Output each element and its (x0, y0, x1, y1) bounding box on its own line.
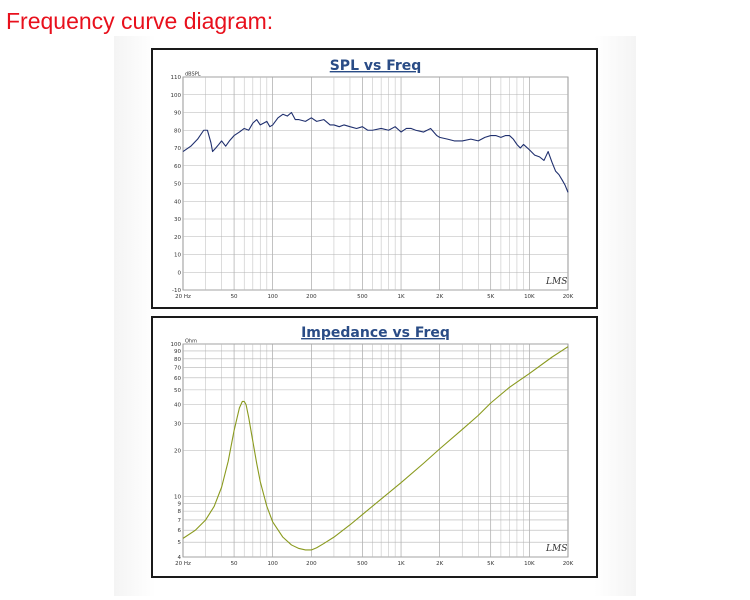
y-tick-label: 80 (174, 128, 181, 134)
y-tick-label: 40 (174, 403, 181, 409)
watermark: LMS (545, 277, 567, 287)
y-tick-label: 70 (174, 146, 181, 152)
y-tick-label: 40 (174, 199, 181, 205)
y-tick-label: 70 (174, 366, 181, 372)
y-tick-label: 60 (174, 376, 181, 382)
x-tick-label: 50 (231, 294, 238, 300)
series-line (182, 346, 569, 551)
x-tick-label: 100 (267, 294, 278, 300)
y-axis-unit: dBSPL (185, 72, 201, 78)
chart-title: SPL vs Freq (330, 58, 422, 74)
chart-1: 20 Hz 50 100 200 500 1K 2K 5K 10K 20K110100908070… (151, 48, 598, 309)
y-tick-label: 9 (178, 501, 182, 507)
y-tick-label: 6 (178, 528, 182, 534)
x-tick-label: 50 (231, 561, 238, 567)
y-tick-label: 8 (178, 509, 182, 515)
x-tick-label: 2K (436, 294, 443, 300)
x-tick-label: 10K (524, 294, 535, 300)
y-tick-label: 110 (171, 75, 182, 81)
y-tick-label: 7 (178, 518, 182, 524)
chart-title: Impedance vs Freq (301, 325, 450, 341)
x-tick-label: 10K (524, 561, 535, 567)
watermark: LMS (545, 544, 567, 554)
y-tick-label: 90 (174, 111, 181, 117)
x-tick-label: 500 (357, 561, 368, 567)
x-tick-label: 20K (563, 294, 574, 300)
y-tick-label: -10 (172, 288, 181, 294)
y-tick-label: 4 (178, 555, 182, 561)
y-tick-label: 30 (174, 217, 181, 223)
y-tick-label: 60 (174, 164, 181, 170)
x-tick-label: 200 (306, 561, 317, 567)
chart-2: 20 Hz 50 100 200 500 1K 2K 5K 10K 20K100908070605… (151, 316, 598, 578)
x-tick-label: 200 (306, 294, 317, 300)
page-caption: Frequency curve diagram: (6, 8, 274, 34)
x-tick-label: 5K (487, 294, 494, 300)
y-tick-label: 10 (174, 494, 181, 500)
x-tick-label: 20 Hz (175, 561, 191, 567)
y-axis-unit: Ohm (185, 339, 197, 345)
y-tick-label: 20 (174, 449, 181, 455)
y-tick-label: 0 (178, 270, 182, 276)
y-tick-label: 10 (174, 253, 181, 259)
x-tick-label: 20K (563, 561, 574, 567)
y-tick-label: 90 (174, 349, 181, 355)
x-tick-label: 20 Hz (175, 294, 191, 300)
x-tick-label: 100 (267, 561, 278, 567)
x-tick-label: 2K (436, 561, 443, 567)
y-tick-label: 5 (178, 540, 182, 546)
y-tick-label: 50 (174, 182, 181, 188)
y-tick-label: 100 (171, 93, 182, 99)
y-tick-label: 50 (174, 388, 181, 394)
x-tick-label: 1K (397, 561, 404, 567)
x-tick-label: 5K (487, 561, 494, 567)
y-tick-label: 100 (171, 342, 182, 348)
y-tick-label: 20 (174, 235, 181, 241)
series-line (182, 111, 569, 193)
x-tick-label: 1K (397, 294, 404, 300)
x-tick-label: 500 (357, 294, 368, 300)
y-tick-label: 30 (174, 422, 181, 428)
y-tick-label: 80 (174, 357, 181, 363)
